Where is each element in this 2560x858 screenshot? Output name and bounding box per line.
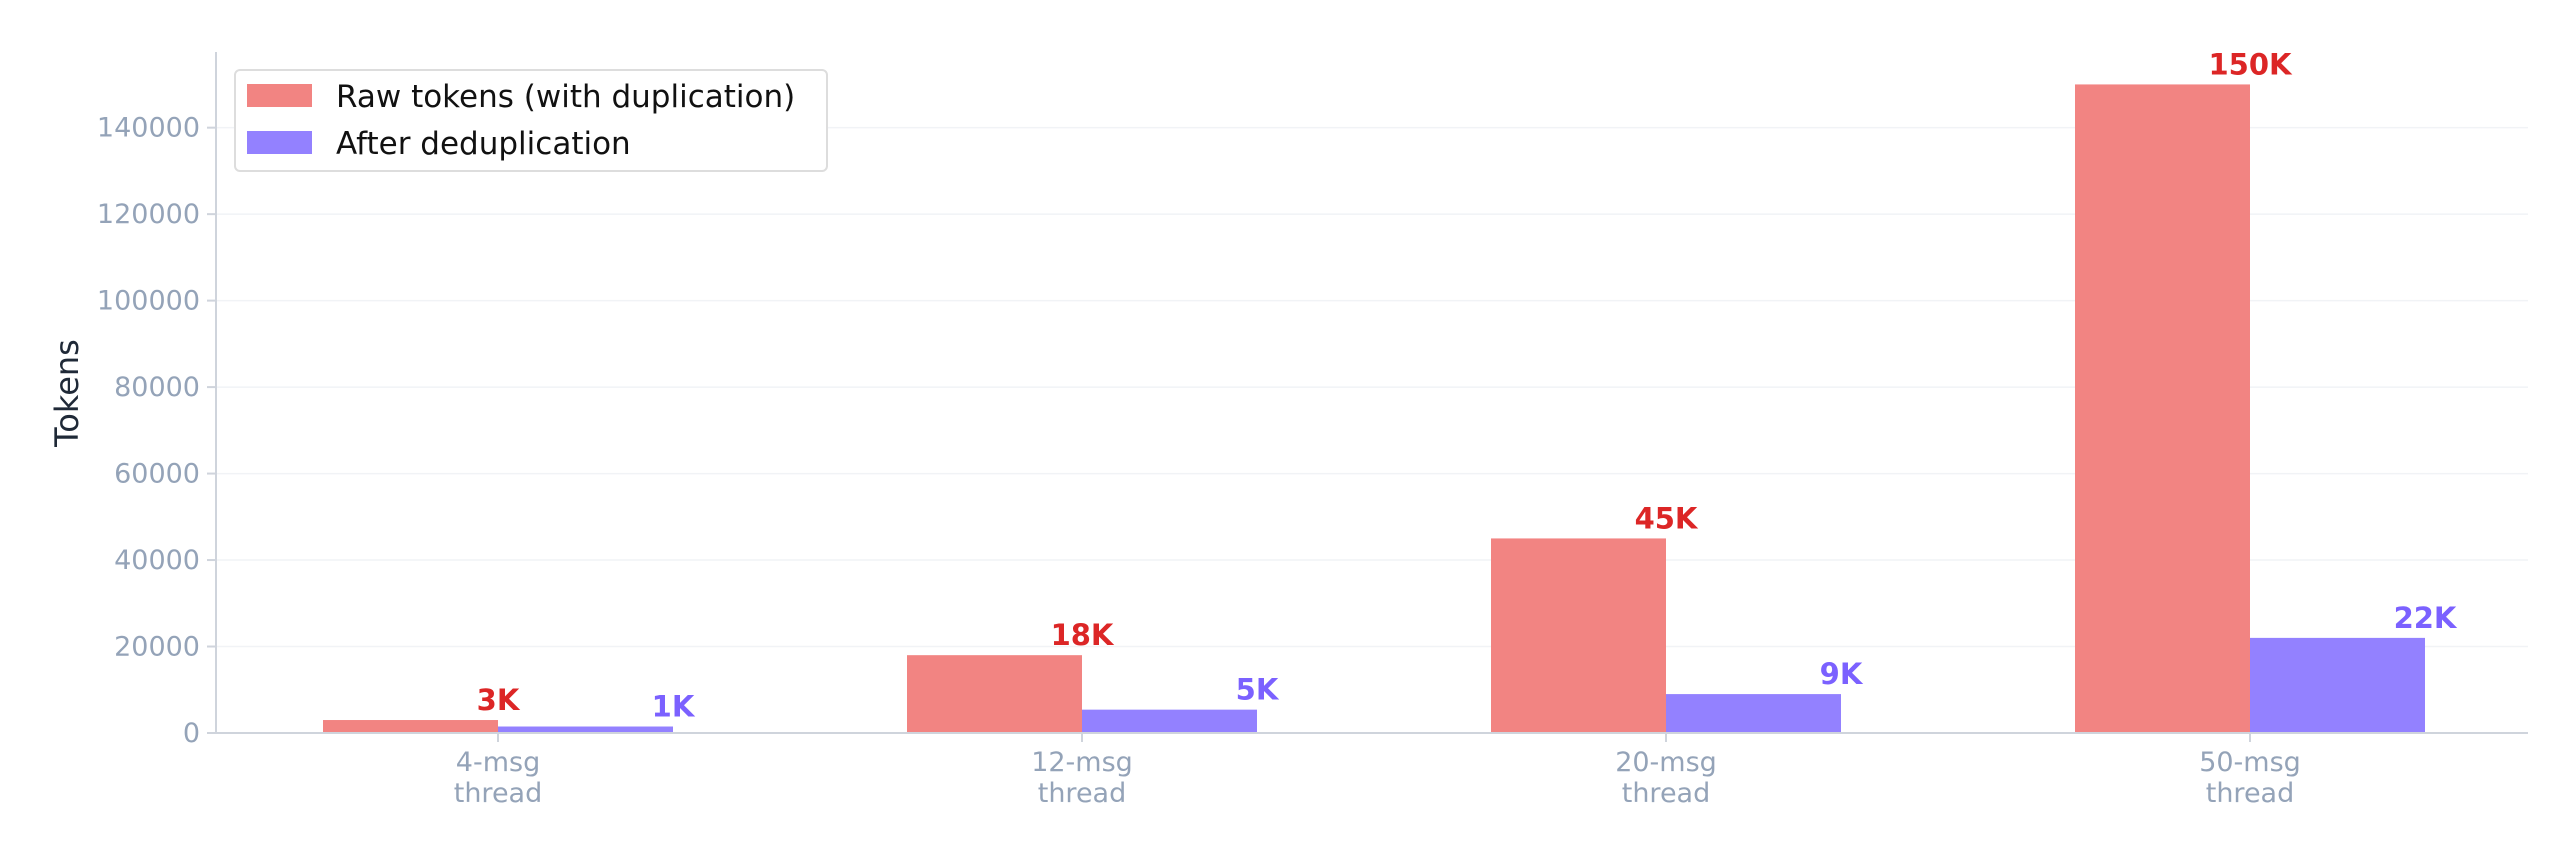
y-tick-label: 60000 bbox=[114, 459, 200, 490]
data-label: 18K bbox=[1051, 618, 1115, 652]
data-label: 1K bbox=[652, 690, 696, 724]
legend-label: Raw tokens (with duplication) bbox=[336, 79, 795, 115]
data-label: 9K bbox=[1820, 657, 1864, 691]
y-tick-labels: 0 20000 40000 60000 80000 100000 120000 140000 bbox=[97, 113, 216, 749]
bar-raw bbox=[323, 720, 498, 733]
y-tick-label: 80000 bbox=[114, 372, 200, 403]
bar-dedup bbox=[498, 726, 673, 733]
bar-raw bbox=[907, 655, 1082, 733]
y-tick-label: 140000 bbox=[97, 113, 200, 144]
data-label: 5K bbox=[1236, 673, 1280, 707]
bar-raw bbox=[1491, 538, 1666, 733]
legend-label: After deduplication bbox=[336, 126, 631, 162]
data-label: 3K bbox=[477, 683, 521, 717]
data-labels-group: 3K 1K 18K 5K 45K 9K 150K 22K bbox=[477, 47, 2458, 723]
data-label: 22K bbox=[2394, 601, 2458, 635]
y-tick-label: 0 bbox=[183, 718, 200, 749]
bars-group bbox=[323, 84, 2425, 733]
data-label: 150K bbox=[2208, 47, 2293, 81]
x-tick-label: 12-msg thread bbox=[1031, 747, 1133, 809]
legend-swatch bbox=[247, 131, 312, 154]
y-tick-label: 120000 bbox=[97, 199, 200, 230]
legend: Raw tokens (with duplication) After dedup… bbox=[234, 69, 828, 172]
x-tick-label: 4-msg thread bbox=[454, 747, 543, 809]
bar-raw bbox=[2075, 84, 2250, 733]
legend-swatch bbox=[247, 84, 312, 107]
x-tick-label: 20-msg thread bbox=[1615, 747, 1717, 809]
bar-dedup bbox=[1666, 694, 1841, 733]
x-tick-labels: 4-msg thread 12-msg thread 20-msg thread 50-ms… bbox=[454, 733, 2301, 809]
bar-dedup bbox=[1082, 709, 1257, 733]
x-tick-label: 50-msg thread bbox=[2199, 747, 2301, 809]
y-tick-label: 20000 bbox=[114, 632, 200, 663]
y-tick-label: 100000 bbox=[97, 286, 200, 317]
data-label: 45K bbox=[1635, 501, 1699, 535]
axes-group bbox=[215, 52, 2528, 734]
legend-box bbox=[234, 69, 828, 172]
bar-dedup bbox=[2250, 637, 2425, 733]
y-tick-label: 40000 bbox=[114, 545, 200, 576]
y-axis-label: Tokens bbox=[48, 339, 86, 448]
